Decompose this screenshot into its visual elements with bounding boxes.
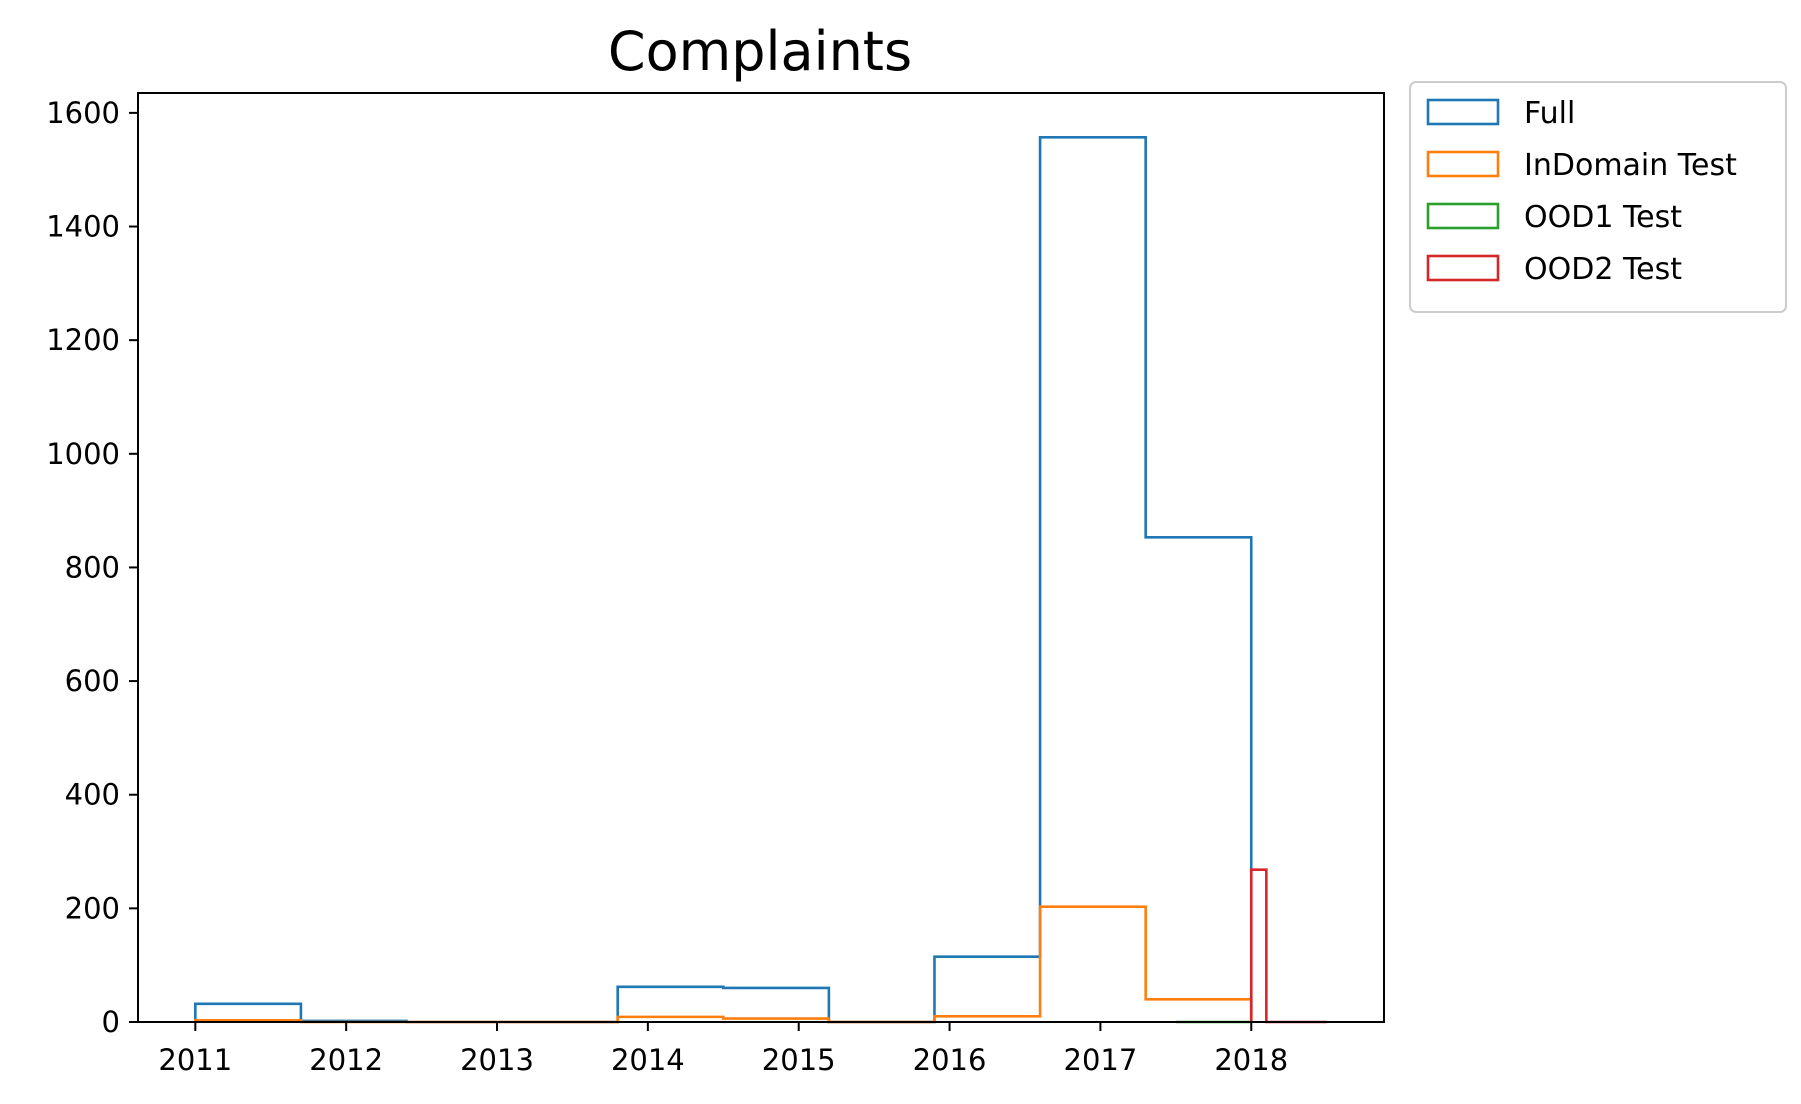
y-tick-label-800: 800	[65, 550, 120, 584]
y-tick-label-400: 400	[65, 778, 120, 812]
x-tick-label-2012: 2012	[309, 1043, 383, 1077]
y-tick-label-200: 200	[65, 891, 120, 925]
y-tick-label-600: 600	[65, 664, 120, 698]
legend-swatch-indomain-test	[1426, 150, 1500, 178]
legend-label-ood1-test: OOD1 Test	[1524, 200, 1682, 235]
chart-title: Complaints	[608, 20, 912, 83]
legend-label-full: Full	[1524, 96, 1575, 131]
series-indomain-test-step	[194, 905, 1253, 1024]
legend-label-indomain-test: InDomain Test	[1524, 148, 1737, 183]
x-tick-label-2018: 2018	[1214, 1043, 1288, 1077]
plot-frame	[137, 92, 1385, 1023]
series-ood2-test-step	[1249, 868, 1327, 1024]
legend-frame	[1409, 81, 1787, 313]
x-tick-label-2014: 2014	[611, 1043, 685, 1077]
legend-swatch-ood1-test	[1426, 202, 1500, 230]
x-tick-label-2011: 2011	[158, 1043, 232, 1077]
legend-label-ood2-test: OOD2 Test	[1524, 252, 1682, 287]
x-axis: 2011 2012 2013 2014 2015 2016 2017 2018	[158, 1022, 1288, 1077]
x-tick-label-2017: 2017	[1064, 1043, 1138, 1077]
y-axis: 0 200 400 600 800 1000 1200 1400 1600	[46, 96, 138, 1039]
legend: Full InDomain Test OOD1 Test OOD2 Test	[1409, 81, 1787, 313]
legend-swatch-ood2-test	[1426, 254, 1500, 282]
plot-area	[194, 136, 1327, 1024]
series-full-step	[194, 136, 1253, 1024]
y-tick-label-1400: 1400	[46, 210, 120, 244]
y-tick-label-1200: 1200	[46, 323, 120, 357]
y-tick-label-1000: 1000	[46, 437, 120, 471]
y-tick-label-0: 0	[102, 1005, 120, 1039]
x-tick-label-2016: 2016	[913, 1043, 987, 1077]
x-tick-label-2015: 2015	[762, 1043, 836, 1077]
x-tick-label-2013: 2013	[460, 1043, 534, 1077]
legend-swatch-full	[1426, 98, 1500, 126]
y-tick-label-1600: 1600	[46, 96, 120, 130]
